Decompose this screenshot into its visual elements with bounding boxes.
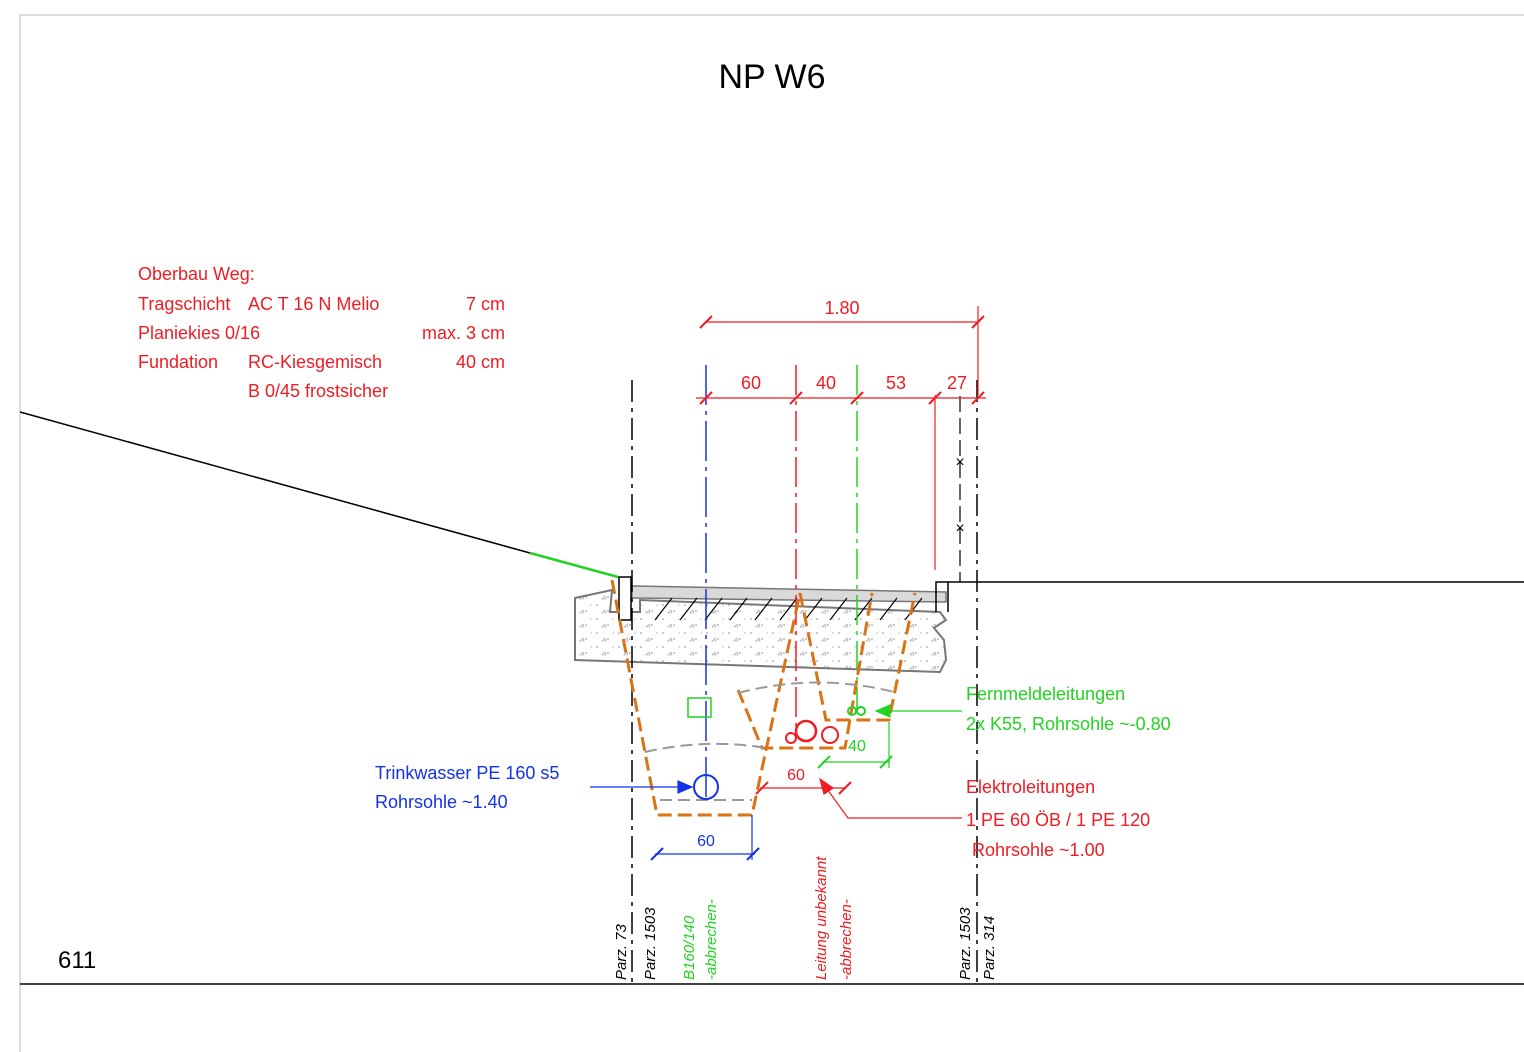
parcel-label: Parz. 73: [613, 923, 630, 980]
oberbau-heading: Oberbau Weg:: [138, 264, 255, 284]
label-elektro-sohle: Rohrsohle ~1.00: [972, 840, 1105, 860]
dimension-total: [699, 306, 985, 395]
right-curb: [935, 581, 949, 612]
surface-layer: [631, 585, 947, 603]
oberbau-row-value: 7 cm: [466, 294, 505, 314]
oberbau-row-name: Fundation: [138, 352, 218, 372]
parcel-label: Parz. 314: [981, 916, 998, 980]
leader-elektro: [818, 777, 962, 819]
terrain-slope-line: [19, 411, 531, 554]
oberbau-row-material: AC T 16 N Melio: [248, 294, 379, 314]
trench-elektro: [736, 592, 874, 750]
fence-mark: ×: [955, 520, 964, 537]
oberbau-row-value: max. 3 cm: [422, 323, 505, 343]
station-number: 611: [58, 947, 96, 974]
foundation-layer: [574, 588, 948, 674]
terrain-slope-green: [529, 551, 619, 579]
dimension-segment-label: 27: [947, 373, 967, 393]
oberbau-row-material: B 0/45 frostsicher: [248, 381, 388, 401]
dim-fernmelde: [817, 722, 893, 769]
dimension-segment-label: 40: [816, 373, 836, 393]
leader-water: [590, 780, 694, 794]
dimension-segment-label: 53: [886, 373, 906, 393]
trench-water: [610, 579, 802, 817]
oberbau-row-value: 40 cm: [456, 352, 505, 372]
dimension-total-label: 1.80: [824, 298, 859, 318]
parcel-label: Parz. 1503: [957, 907, 974, 980]
elektro-pipe: [821, 726, 839, 744]
oberbau-row-name: Planiekies 0/16: [138, 323, 260, 343]
note-b160: B160/140: [681, 915, 698, 980]
dim-elektro-label: 60: [787, 767, 805, 784]
excavation-trenches: [610, 579, 917, 817]
label-elektro-detail: 1 PE 60 ÖB / 1 PE 120: [966, 810, 1150, 830]
elektro-pipe: [794, 719, 818, 743]
note-b160-abbrechen: -abbrechen-: [703, 899, 720, 980]
drawing-title: NP W6: [718, 58, 825, 96]
elektro-pipe: [785, 732, 797, 744]
road-structure: [574, 576, 949, 674]
oberbau-row-name: Tragschicht: [138, 294, 230, 314]
dimension-chain-segments: [696, 391, 986, 405]
label-fernmelde-detail: 2x K55, Rohrsohle ~-0.80: [966, 714, 1171, 734]
left-curb: [618, 576, 632, 621]
leader-fernmelde: [874, 704, 962, 718]
trench-fernmelde: [798, 592, 917, 722]
fence-mark: ×: [955, 454, 964, 471]
oberbau-legend: Oberbau Weg: Tragschicht AC T 16 N Melio…: [138, 264, 505, 401]
label-elektro: Elektroleitungen: [966, 777, 1095, 797]
dim-fernmelde-label: 40: [848, 738, 866, 755]
hatch-marks: [654, 597, 923, 621]
vertical-labels: Parz. 73 Parz. 1503 B160/140 -abbrechen-…: [613, 856, 998, 980]
parcel-label: Parz. 1503: [642, 907, 659, 980]
label-fernmelde: Fernmeldeleitungen: [966, 684, 1125, 704]
water-pipe: [693, 774, 719, 800]
label-trinkwasser-sohle: Rohrsohle ~1.40: [375, 792, 508, 812]
note-leitung-abbrechen: -abbrechen-: [838, 899, 855, 980]
green-marker-box: [687, 697, 712, 718]
label-trinkwasser: Trinkwasser PE 160 s5: [375, 763, 559, 783]
note-leitung: Leitung unbekannt: [813, 856, 830, 980]
dim-water: [650, 815, 760, 861]
oberbau-row-material: RC-Kiesgemisch: [248, 352, 382, 372]
dimension-segment-label: 60: [741, 373, 761, 393]
fernmelde-pipe: [856, 706, 866, 716]
dim-water-label: 60: [697, 833, 715, 850]
